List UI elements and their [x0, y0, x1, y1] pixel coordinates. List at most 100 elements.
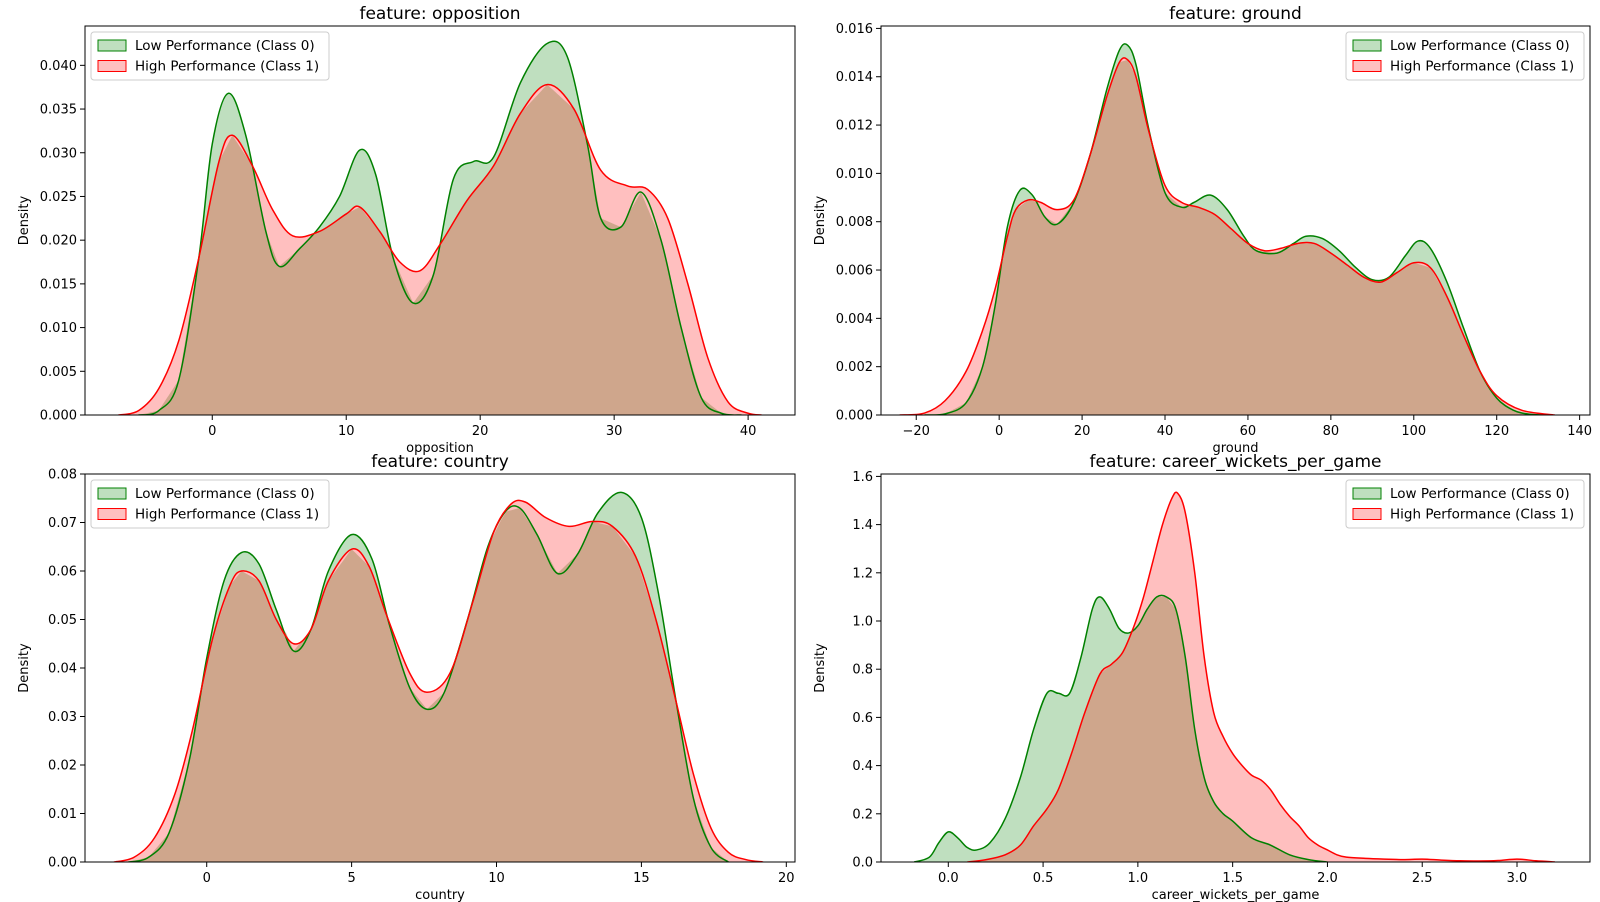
- legend-box: [90, 479, 330, 529]
- y-tick-label: 0.05: [48, 613, 77, 628]
- plot-area: [118, 40, 762, 415]
- y-tick-label: 0.016: [836, 22, 873, 37]
- x-tick-label: 5: [347, 871, 355, 886]
- plot-area: [899, 43, 1555, 415]
- x-tick-label: 2.0: [1317, 871, 1338, 886]
- density-line-class0: [128, 491, 729, 862]
- legend-box: [90, 31, 330, 81]
- x-tick-label: 15: [633, 871, 650, 886]
- x-tick-label: 60: [1240, 424, 1257, 439]
- y-tick-label: 0.01: [48, 807, 77, 822]
- y-tick-label: 0.000: [40, 409, 77, 424]
- x-tick-label: 40: [1157, 424, 1174, 439]
- y-tick-label: 0.6: [852, 711, 873, 726]
- x-tick-label: 40: [740, 424, 757, 439]
- density-line-class1: [113, 499, 764, 862]
- y-tick-label: 0.008: [836, 215, 873, 230]
- legend-swatch-class0: [97, 39, 127, 52]
- y-tick-label: 0.030: [40, 146, 77, 161]
- subplot-1: −20 0 20 40 60 80 100 120 140 0.000 0.002 0.004 0.00…: [813, 4, 1592, 456]
- density-line-class1: [118, 83, 762, 415]
- x-tick-label: 100: [1401, 424, 1426, 439]
- y-tick-label: 0.005: [40, 365, 77, 380]
- y-tick-label: 0.8: [852, 663, 873, 678]
- subplot-3: 0.0 0.5 1.0 1.5 2.0 2.5 3.0 0.0 0.2 0.4 0.6 0.8 1.0 1…: [813, 452, 1591, 902]
- density-line-class0: [138, 40, 742, 415]
- legend-label-class1: High Performance (Class 1): [1390, 507, 1574, 523]
- y-tick-label: 1.4: [852, 518, 873, 533]
- x-axis-label: opposition: [406, 441, 474, 456]
- y-tick-label: 0.006: [836, 264, 873, 279]
- y-axis-label: Density: [17, 643, 32, 693]
- legend-label-class1: High Performance (Class 1): [135, 59, 319, 75]
- subplot-0: 0 10 20 30 40 0.000 0.005 0.010 0.015 0.020 0.025 0…: [17, 4, 796, 456]
- legend: Low Performance (Class 0) High Performanc…: [90, 479, 330, 529]
- legend-label-class1: High Performance (Class 1): [135, 507, 319, 523]
- y-tick-label: 0.03: [48, 710, 77, 725]
- subplot-title: feature: country: [371, 452, 509, 472]
- y-tick-label: 0.004: [836, 312, 873, 327]
- y-tick-label: 0.2: [852, 807, 873, 822]
- x-tick-label: 0: [208, 424, 216, 439]
- legend-box: [1345, 31, 1585, 81]
- legend-swatch-class1: [97, 508, 127, 520]
- y-tick-label: 0.4: [852, 759, 873, 774]
- y-tick-label: 0.040: [40, 59, 77, 74]
- y-tick-label: 0.07: [48, 516, 77, 531]
- subplot-title: feature: opposition: [359, 4, 520, 24]
- legend-swatch-class0: [97, 487, 127, 500]
- y-tick-label: 0.002: [836, 360, 873, 375]
- y-axis-label: Density: [813, 195, 828, 245]
- y-tick-label: 0.08: [48, 468, 77, 483]
- y-tick-label: 1.0: [852, 615, 873, 630]
- y-tick-label: 0.015: [40, 277, 77, 292]
- subplot-2: 0 5 10 15 20 0.00 0.01 0.02 0.03 0.04 0.05 0.06 0.07…: [17, 452, 796, 902]
- legend-swatch-class1: [1352, 508, 1382, 520]
- density-line-class1: [899, 57, 1555, 415]
- x-tick-label: 0.5: [1033, 871, 1054, 886]
- subplot-title: feature: ground: [1169, 4, 1302, 24]
- legend-label-class0: Low Performance (Class 0): [1390, 38, 1570, 54]
- x-axis-label: career_wickets_per_game: [1152, 888, 1320, 902]
- x-axis-label: ground: [1213, 441, 1259, 456]
- y-tick-label: 0.020: [40, 234, 77, 249]
- y-axis-label: Density: [17, 195, 32, 245]
- y-tick-label: 0.010: [836, 167, 873, 182]
- legend-swatch-class0: [1352, 39, 1382, 52]
- y-tick-label: 0.014: [836, 70, 873, 85]
- x-tick-label: 10: [488, 871, 505, 886]
- density-line-class1: [967, 491, 1555, 862]
- y-tick-label: 0.010: [40, 321, 77, 336]
- y-tick-label: 1.2: [852, 566, 873, 581]
- axes-frame: [880, 25, 1591, 416]
- y-axis-label: Density: [813, 643, 828, 693]
- x-tick-label: 2.5: [1412, 871, 1433, 886]
- axes-frame: [880, 473, 1591, 863]
- legend-swatch-class1: [97, 60, 127, 72]
- plot-area: [113, 491, 764, 862]
- density-line-class0: [924, 43, 1551, 415]
- x-tick-label: 1.0: [1128, 871, 1149, 886]
- legend: Low Performance (Class 0) High Performanc…: [90, 31, 330, 81]
- x-tick-label: 0: [995, 424, 1003, 439]
- axes-frame: [84, 25, 796, 416]
- x-tick-label: 20: [778, 871, 795, 886]
- x-tick-label: 1.5: [1222, 871, 1243, 886]
- y-tick-label: 0.000: [836, 409, 873, 424]
- y-tick-label: 0.00: [48, 856, 77, 871]
- x-axis-label: country: [415, 888, 465, 902]
- y-tick-label: 0.06: [48, 565, 77, 580]
- legend: Low Performance (Class 0) High Performanc…: [1345, 31, 1585, 81]
- x-tick-label: 3.0: [1507, 871, 1528, 886]
- x-tick-label: 0.0: [938, 871, 959, 886]
- x-tick-label: 10: [338, 424, 355, 439]
- y-tick-label: 0.04: [48, 662, 77, 677]
- legend-label-class1: High Performance (Class 1): [1390, 59, 1574, 75]
- x-tick-label: 0: [203, 871, 211, 886]
- density-overlap: [118, 85, 762, 415]
- legend-label-class0: Low Performance (Class 0): [135, 38, 315, 54]
- legend-swatch-class0: [1352, 487, 1382, 500]
- legend-box: [1345, 479, 1585, 529]
- legend-label-class0: Low Performance (Class 0): [1390, 486, 1570, 502]
